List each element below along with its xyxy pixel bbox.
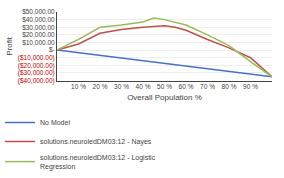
svg-text:90 %: 90 % [243, 83, 258, 90]
svg-text:70 %: 70 % [200, 83, 215, 90]
svg-text:solutions.neuroledDM03:12 - Lo: solutions.neuroledDM03:12 - LogisticRegr… [40, 154, 156, 171]
svg-text:($40,000.00): ($40,000.00) [18, 77, 55, 85]
svg-text:$-: $- [49, 46, 55, 53]
svg-text:No Model: No Model [40, 119, 70, 126]
svg-text:solutions.neuroledDM03:12 - Na: solutions.neuroledDM03:12 - Nayes [40, 138, 152, 146]
svg-text:$10,000.00: $10,000.00 [22, 39, 55, 46]
svg-text:80 %: 80 % [222, 83, 237, 90]
svg-text:$20,000.00: $20,000.00 [22, 31, 55, 38]
svg-text:($10,000.00): ($10,000.00) [18, 54, 55, 62]
svg-text:Profit: Profit [5, 36, 14, 55]
svg-text:50 %: 50 % [157, 83, 172, 90]
svg-text:$50,000.00: $50,000.00 [22, 8, 55, 15]
svg-text:10 %: 10 % [71, 83, 86, 90]
svg-text:30 %: 30 % [114, 83, 129, 90]
svg-text:20 %: 20 % [93, 83, 108, 90]
svg-text:$30,000.00: $30,000.00 [22, 24, 55, 31]
svg-text:($30,000.00): ($30,000.00) [18, 69, 55, 77]
svg-text:($20,000.00): ($20,000.00) [18, 62, 55, 70]
svg-text:60 %: 60 % [179, 83, 194, 90]
svg-text:Overall Population %: Overall Population % [127, 93, 202, 102]
svg-text:$40,000.00: $40,000.00 [22, 16, 55, 23]
svg-text:40 %: 40 % [136, 83, 151, 90]
